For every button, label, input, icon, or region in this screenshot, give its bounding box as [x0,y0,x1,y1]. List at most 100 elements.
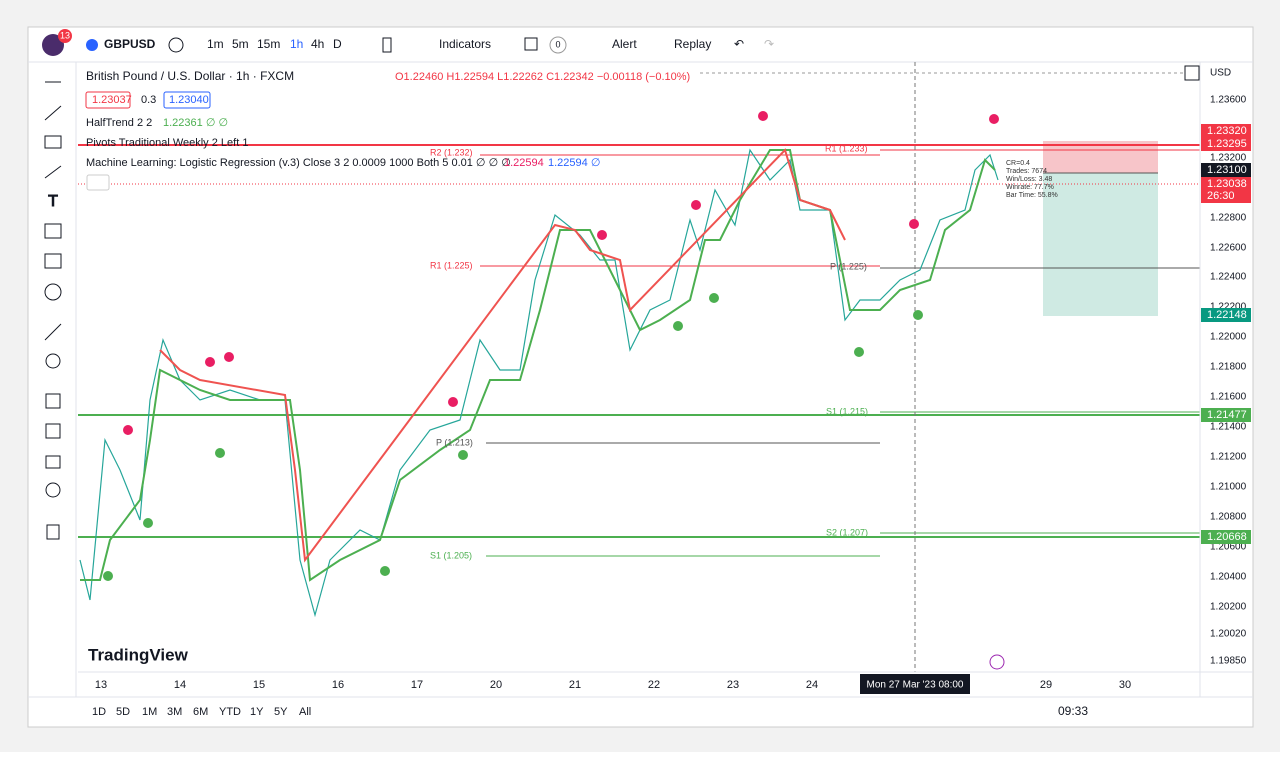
price-tick: 1.19850 [1210,656,1247,667]
price-tag-bg [1201,308,1251,322]
pivot-label: R1 (1.233) [825,143,868,153]
pivot-label: S1 (1.205) [430,550,472,560]
price-tick: 1.22600 [1210,243,1247,254]
price-tag-bg [1201,177,1251,191]
interval[interactable]: 4h [311,37,324,51]
price-tick: 1.21800 [1210,362,1247,373]
badge [58,29,72,43]
interval[interactable]: 1h [290,37,303,51]
range-button[interactable]: YTD [219,706,241,718]
interval[interactable]: D [333,37,342,51]
range-button[interactable]: 5D [116,706,130,718]
time-tick: 13 [95,679,107,691]
alert[interactable]: Alert [612,37,637,51]
tool-ruler[interactable] [44,323,62,341]
price-tick: 1.20020 [1210,629,1247,640]
price-tag: 1.23320 [1207,125,1247,137]
price-tag-bg [1201,189,1251,203]
ask[interactable]: 1.23040 [169,94,209,106]
range-button[interactable]: 1Y [250,706,264,718]
range-button[interactable]: All [299,706,311,718]
signals [123,111,999,435]
price-tag: 26:30 [1207,190,1235,202]
undo[interactable]: ↶ [734,37,744,51]
price-tick: 1.21400 [1210,422,1247,433]
price-tag-bg [1201,163,1251,177]
time-tick: 23 [727,679,739,691]
stat: Bar Time: 55.8% [1006,192,1058,199]
price-tag-bg [1201,530,1251,544]
left-toolbar: T [44,62,77,697]
price-tick: 1.20600 [1210,542,1247,553]
indicator-pivots: Pivots Traditional Weekly 2 Left 1 [86,137,248,149]
time-tick: 22 [648,679,660,691]
price-tag: 1.21477 [1207,409,1247,421]
signals-up [103,293,923,581]
interval[interactable]: 1m [207,37,224,51]
symbol[interactable]: GBPUSD [104,37,156,51]
stat: Trades: 7674 [1006,168,1047,175]
price-tick: 1.21000 [1210,482,1247,493]
collapse[interactable] [86,174,110,191]
tool-predict[interactable] [44,253,62,269]
range-button[interactable]: 3M [167,706,182,718]
tool-fib[interactable] [44,135,62,149]
time-tick: 20 [490,679,502,691]
price-tag-bg [1201,124,1251,138]
replay[interactable]: Replay [674,37,711,51]
badge-count: 13 [60,30,70,40]
range-button[interactable]: 5Y [274,706,288,718]
tool-pattern[interactable] [44,223,62,239]
lightning[interactable] [989,654,1005,670]
bid[interactable]: 1.23037 [92,94,132,106]
tool-text[interactable]: T [48,193,59,211]
stop-zone [1043,141,1158,173]
pivot-label: P (1.213) [436,437,473,447]
interval[interactable]: 5m [232,37,249,51]
price-tick: 1.22200 [1210,302,1247,313]
tool-zoom[interactable] [45,353,61,369]
price-path [79,148,999,618]
time-tick: 14 [174,679,186,691]
layouts[interactable] [524,37,538,51]
chart-type[interactable] [382,37,392,53]
indicators[interactable]: Indicators [439,37,491,51]
plus[interactable] [1184,65,1200,81]
tool-brush[interactable] [44,165,62,179]
range-button[interactable]: 1M [142,706,157,718]
avatar[interactable] [42,34,64,56]
crosshair-label-bg [860,674,970,694]
price-tag: 1.23038 [1207,178,1247,190]
top-toolbar: 13 GBPUSD 1m 5m 15m 1h 4h D Indicators 0… [28,29,1253,63]
price-tick: 1.21600 [1210,392,1247,403]
time-tick: 15 [253,679,265,691]
range-button[interactable]: 1D [92,706,106,718]
interval[interactable]: 15m [257,37,280,51]
add-symbol[interactable] [168,37,184,53]
crosshair-label: Mon 27 Mar '23 08:00 [867,680,964,691]
currency[interactable]: USD [1210,68,1231,79]
price-tick: 1.22000 [1210,332,1247,343]
tool-emoji[interactable] [44,283,62,301]
tool-magnet[interactable] [45,393,61,409]
tool-line[interactable] [44,105,62,121]
price-tick: 1.22800 [1210,213,1247,224]
time-tick: 16 [332,679,344,691]
legend: British Pound / U.S. Dollar · 1h · FXCM … [85,69,690,191]
price-tick: 1.23600 [1210,95,1247,106]
redo[interactable]: ↷ [764,37,774,51]
time-tick: 21 [569,679,581,691]
indicator-value: 1.22594 ∅ [548,157,600,169]
legend-title: British Pound / U.S. Dollar · 1h · FXCM [86,69,294,83]
spread: 0.3 [141,94,156,106]
range-button[interactable]: 6M [193,706,208,718]
flag [86,39,98,51]
tool-trash[interactable] [46,524,60,540]
count[interactable]: 0 [555,39,560,49]
tool-eye[interactable] [45,482,61,498]
time-tick: 17 [411,679,423,691]
tool-lock[interactable] [45,455,61,469]
stat: Win/Loss: 3.48 [1006,176,1052,183]
tool-lock-draw[interactable] [45,423,61,439]
